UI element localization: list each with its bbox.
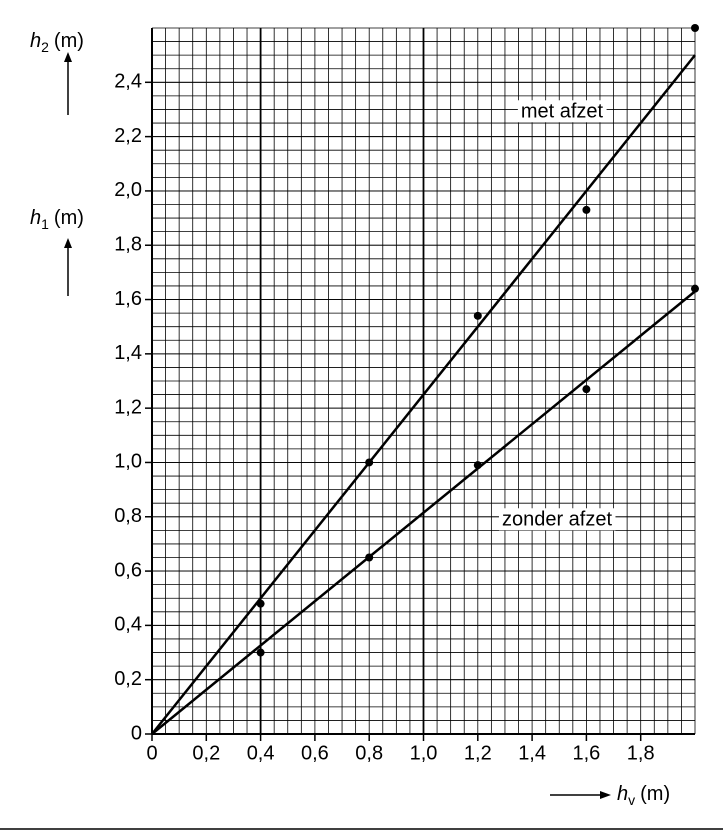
y-tick-label: 2,2 <box>114 125 142 147</box>
fit-line <box>151 290 696 735</box>
y-arrowhead <box>64 52 72 62</box>
label-background <box>498 508 616 531</box>
data-point <box>256 648 265 657</box>
data-point <box>473 311 482 320</box>
y-tick-label: 0,6 <box>114 559 142 581</box>
y-tick-label: 0,8 <box>114 505 142 527</box>
axis-label: hv (m) <box>617 783 670 807</box>
data-point <box>582 385 591 394</box>
axis-unit: (m) <box>54 207 84 229</box>
y-tick-label: 1,6 <box>114 288 142 310</box>
x-arrowhead <box>600 791 611 799</box>
data-point <box>473 461 482 470</box>
y-tick-label: 1,4 <box>114 342 142 364</box>
x-tick-label: 0,6 <box>301 742 329 764</box>
y-tick-label: 0,2 <box>114 668 142 690</box>
series-label: met afzet <box>521 100 604 122</box>
x-tick-label: 0,2 <box>192 742 220 764</box>
x-tick-label: 1,6 <box>572 742 600 764</box>
axis-unit: (m) <box>640 783 670 805</box>
x-tick-label: 0,4 <box>247 742 275 764</box>
axis-subscript: 1 <box>41 216 49 232</box>
x-tick-label: 1,8 <box>627 742 655 764</box>
x-tick-label: 0 <box>146 742 157 764</box>
axis-subscript: v <box>628 792 635 808</box>
x-tick-label: 1,2 <box>464 742 492 764</box>
series-label: zonder afzet <box>502 508 613 530</box>
label-background <box>517 100 607 123</box>
axis-symbol: h <box>30 207 41 229</box>
data-point <box>256 599 265 608</box>
y-tick-label: 2,4 <box>114 71 142 93</box>
data-point <box>691 24 699 32</box>
y-tick-label: 1,2 <box>114 396 142 418</box>
y-tick-label: 2,0 <box>114 179 142 201</box>
y-arrowhead <box>64 238 72 248</box>
x-tick-label: 1,0 <box>410 742 438 764</box>
y-tick-label: 1,8 <box>114 234 142 256</box>
axis-unit: (m) <box>54 30 84 52</box>
y-tick-label: 1,0 <box>114 451 142 473</box>
axis-label: h2 (m) <box>30 30 84 54</box>
axis-symbol: h <box>30 30 41 52</box>
data-point <box>582 205 591 214</box>
data-point <box>365 458 374 467</box>
data-point <box>365 553 374 562</box>
x-tick-label: 1,4 <box>518 742 546 764</box>
y-tick-label: 0,4 <box>114 614 142 636</box>
data-point <box>691 284 699 293</box>
axis-subscript: 2 <box>41 39 49 55</box>
x-tick-label: 0,8 <box>355 742 383 764</box>
axis-label: h1 (m) <box>30 207 84 231</box>
axis-symbol: h <box>617 783 628 805</box>
y-tick-label: 0 <box>131 722 142 744</box>
fit-line <box>151 54 696 735</box>
